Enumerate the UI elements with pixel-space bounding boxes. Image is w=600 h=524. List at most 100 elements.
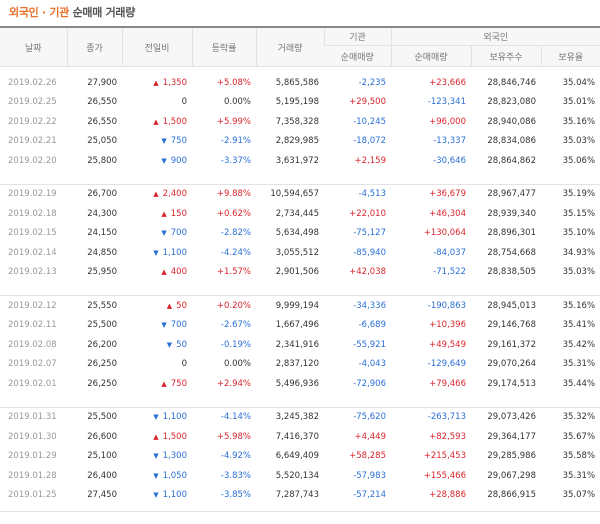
cell-volume: 3,055,512 xyxy=(275,247,319,258)
cell-foreign-holdings: 29,364,177 xyxy=(487,431,536,442)
group-divider xyxy=(0,406,600,408)
cell-change-value: 1,500 xyxy=(162,431,187,442)
cell-foreign-holdings: 28,838,505 xyxy=(487,267,536,278)
down-triangle-icon: ▼ xyxy=(166,340,173,349)
cell-rate: -3.85% xyxy=(220,490,251,501)
cell-foreign-ratio: 35.03% xyxy=(562,267,596,278)
cell-volume: 7,358,328 xyxy=(275,116,319,127)
up-triangle-icon: ▲ xyxy=(153,190,159,199)
cell-rate: -2.67% xyxy=(220,320,251,331)
cell-foreign-net: -190,863 xyxy=(427,300,466,311)
cell-foreign-ratio: 35.07% xyxy=(562,490,596,501)
table-row: 2019.02.07 26,250 0 0.00% 2,837,120 -4,043 -12… xyxy=(0,355,600,375)
cell-date: 2019.02.25 xyxy=(8,97,57,108)
cell-rate: +0.62% xyxy=(216,208,251,219)
cell-date: 2019.02.07 xyxy=(8,359,57,370)
cell-foreign-ratio: 35.31% xyxy=(562,359,596,370)
cell-change-value: 750 xyxy=(170,136,187,147)
cell-foreign-net: -123,341 xyxy=(427,97,466,108)
cell-volume: 2,341,916 xyxy=(275,339,319,350)
cell-change-value: 700 xyxy=(170,320,187,331)
table-row: 2019.02.13 25,950 ▲ 400 +1.57% 2,901,506 +42,0… xyxy=(0,263,600,283)
down-triangle-icon: ▼ xyxy=(153,471,159,480)
cell-close: 27,900 xyxy=(87,77,117,88)
cell-foreign-holdings: 28,866,915 xyxy=(487,490,536,501)
cell-date: 2019.02.18 xyxy=(8,208,57,219)
cell-change-value: 0 xyxy=(181,359,187,370)
cell-change: ▲ 1,500 xyxy=(122,112,192,132)
header-foreign-ratio: 보유율 xyxy=(540,45,600,67)
down-triangle-icon: ▼ xyxy=(161,229,167,238)
cell-change: ▼ 1,100 xyxy=(122,408,192,428)
cell-close: 25,100 xyxy=(87,451,117,462)
cell-foreign-ratio: 35.16% xyxy=(562,300,596,311)
cell-date: 2019.01.31 xyxy=(8,412,57,423)
cell-date: 2019.02.20 xyxy=(8,155,57,166)
cell-change-value: 900 xyxy=(170,155,187,166)
cell-volume: 1,667,496 xyxy=(275,320,319,331)
table-row: 2019.02.18 24,300 ▲ 150 +0.62% 2,734,445 +22,0… xyxy=(0,204,600,224)
cell-foreign-net: -129,649 xyxy=(427,359,466,370)
table-row: 2019.02.11 25,500 ▼ 700 -2.67% 1,667,496 -6,68… xyxy=(0,316,600,336)
cell-close: 24,850 xyxy=(87,247,117,258)
cell-close: 26,550 xyxy=(87,116,117,127)
cell-close: 25,050 xyxy=(87,136,117,147)
table-row: 2019.02.08 26,200 ▼ 50 -0.19% 2,341,916 -55,92… xyxy=(0,335,600,355)
down-triangle-icon: ▼ xyxy=(153,491,159,500)
cell-change-value: 1,500 xyxy=(162,116,187,127)
cell-foreign-ratio: 35.32% xyxy=(562,412,596,423)
cell-rate: -4.92% xyxy=(220,451,251,462)
cell-foreign-holdings: 28,823,080 xyxy=(487,97,536,108)
cell-date: 2019.02.11 xyxy=(8,320,57,331)
cell-foreign-net: -263,713 xyxy=(427,412,466,423)
cell-change-value: 750 xyxy=(170,378,187,389)
cell-change-value: 50 xyxy=(176,300,187,311)
cell-institution-net: +4,449 xyxy=(354,431,386,442)
cell-close: 24,300 xyxy=(87,208,117,219)
header-rate: 등락률 xyxy=(191,26,256,67)
cell-change: 0 xyxy=(122,93,192,113)
cell-institution-net: -75,127 xyxy=(353,228,386,239)
cell-rate: 0.00% xyxy=(223,359,251,370)
cell-foreign-net: -71,522 xyxy=(433,267,466,278)
cell-volume: 3,631,972 xyxy=(275,155,319,166)
table-row: 2019.01.31 25,500 ▼ 1,100 -4.14% 3,245,382 -75… xyxy=(0,408,600,428)
table-row: 2019.02.22 26,550 ▲ 1,500 +5.99% 7,358,328 -10… xyxy=(0,112,600,132)
cell-volume: 2,734,445 xyxy=(275,208,319,219)
cell-change: ▲ 50 xyxy=(122,296,192,316)
cell-institution-net: +42,038 xyxy=(349,267,386,278)
cell-close: 27,450 xyxy=(87,490,117,501)
table-row: 2019.01.30 26,600 ▲ 1,500 +5.98% 7,416,370 +4,… xyxy=(0,427,600,447)
cell-date: 2019.01.29 xyxy=(8,451,57,462)
cell-foreign-ratio: 35.10% xyxy=(562,228,596,239)
group-spacer xyxy=(0,394,600,408)
cell-foreign-holdings: 29,161,372 xyxy=(487,339,536,350)
cell-date: 2019.02.13 xyxy=(8,267,57,278)
cell-foreign-ratio: 35.15% xyxy=(562,208,596,219)
cell-foreign-ratio: 35.06% xyxy=(562,155,596,166)
cell-change-value: 1,050 xyxy=(162,470,187,481)
cell-foreign-net: +36,679 xyxy=(429,189,466,200)
cell-foreign-ratio: 34.93% xyxy=(562,247,596,258)
cell-foreign-ratio: 35.41% xyxy=(562,320,596,331)
cell-institution-net: -10,245 xyxy=(353,116,386,127)
cell-foreign-net: +215,453 xyxy=(423,451,466,462)
cell-institution-net: -2,235 xyxy=(358,77,386,88)
down-triangle-icon: ▼ xyxy=(161,137,167,146)
group-divider xyxy=(0,295,600,296)
cell-foreign-net: +130,064 xyxy=(423,228,466,239)
up-triangle-icon: ▲ xyxy=(153,432,159,441)
cell-rate: +5.98% xyxy=(216,431,251,442)
cell-change: ▲ 1,350 xyxy=(122,73,192,93)
header-foreign-holdings: 보유주수 xyxy=(470,45,541,67)
header-date: 날짜 xyxy=(0,26,67,67)
cell-volume: 2,829,985 xyxy=(275,136,319,147)
table-row: 2019.02.20 25,800 ▼ 900 -3.37% 3,631,972 +2,15… xyxy=(0,151,600,171)
cell-close: 26,200 xyxy=(87,339,117,350)
cell-institution-net: -6,689 xyxy=(358,320,386,331)
cell-change: ▲ 2,400 xyxy=(122,185,192,205)
cell-close: 26,250 xyxy=(87,359,117,370)
cell-date: 2019.02.15 xyxy=(8,228,57,239)
cell-change: ▼ 1,300 xyxy=(122,447,192,467)
cell-foreign-holdings: 28,939,340 xyxy=(487,208,536,219)
